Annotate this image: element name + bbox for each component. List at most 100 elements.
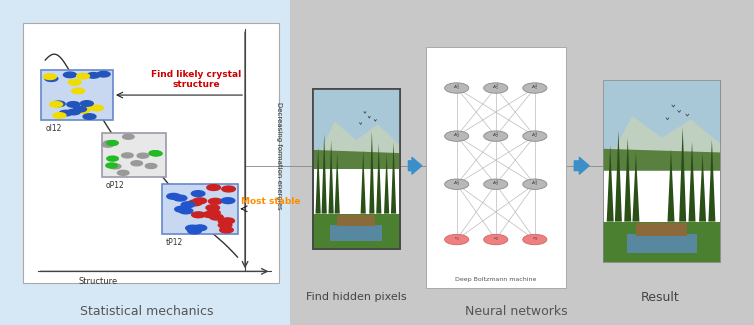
Circle shape (484, 179, 508, 189)
Circle shape (209, 198, 222, 204)
Circle shape (179, 208, 193, 214)
Text: $A_3^1$: $A_3^1$ (453, 179, 460, 189)
Circle shape (81, 101, 93, 106)
Circle shape (207, 210, 220, 215)
FancyBboxPatch shape (313, 89, 400, 249)
Circle shape (173, 195, 187, 201)
Text: $A_2^3$: $A_2^3$ (531, 131, 538, 141)
Polygon shape (313, 121, 400, 169)
Circle shape (523, 131, 547, 141)
Circle shape (188, 228, 201, 234)
Polygon shape (633, 152, 639, 222)
Circle shape (203, 212, 216, 217)
Circle shape (221, 198, 234, 203)
Circle shape (445, 83, 469, 93)
Polygon shape (688, 141, 695, 222)
Circle shape (149, 151, 161, 156)
Polygon shape (315, 147, 320, 214)
Polygon shape (329, 140, 334, 214)
Polygon shape (360, 150, 366, 214)
Circle shape (523, 179, 547, 189)
Polygon shape (699, 152, 706, 222)
Polygon shape (607, 145, 614, 222)
Polygon shape (603, 149, 720, 171)
FancyBboxPatch shape (23, 23, 279, 283)
Circle shape (151, 151, 162, 156)
Text: Neural networks: Neural networks (465, 305, 568, 318)
Text: Decreasing formation energies: Decreasing formation energies (276, 102, 282, 210)
Text: $A_3^3$: $A_3^3$ (531, 179, 538, 189)
Polygon shape (603, 116, 720, 171)
Circle shape (523, 83, 547, 93)
Circle shape (181, 202, 195, 208)
Circle shape (67, 102, 80, 107)
Circle shape (123, 134, 134, 139)
Text: $v_2$: $v_2$ (492, 236, 499, 243)
Circle shape (206, 205, 219, 211)
Circle shape (97, 72, 110, 77)
Polygon shape (384, 153, 389, 214)
Circle shape (103, 141, 115, 146)
Text: Find likely crystal
structure: Find likely crystal structure (151, 70, 241, 89)
FancyBboxPatch shape (603, 80, 720, 262)
Circle shape (210, 214, 223, 220)
Circle shape (90, 105, 103, 111)
Circle shape (137, 153, 149, 158)
Text: oP12: oP12 (106, 181, 124, 190)
Circle shape (192, 191, 205, 197)
Circle shape (107, 140, 118, 146)
Text: $A_1^3$: $A_1^3$ (531, 83, 538, 93)
FancyBboxPatch shape (603, 222, 720, 262)
Text: $v_3$: $v_3$ (532, 236, 538, 243)
Circle shape (219, 222, 232, 228)
Circle shape (44, 74, 57, 80)
Circle shape (219, 219, 232, 225)
Circle shape (222, 186, 235, 192)
Circle shape (146, 163, 157, 168)
Circle shape (74, 106, 87, 112)
Circle shape (118, 170, 129, 175)
Circle shape (221, 218, 234, 224)
Text: Statistical mechanics: Statistical mechanics (80, 305, 214, 318)
Text: $A_1^1$: $A_1^1$ (453, 83, 460, 93)
Polygon shape (624, 138, 631, 222)
Circle shape (60, 110, 72, 116)
FancyBboxPatch shape (41, 70, 113, 120)
Text: ol12: ol12 (45, 124, 62, 133)
FancyBboxPatch shape (636, 223, 688, 236)
FancyBboxPatch shape (337, 215, 375, 226)
Circle shape (63, 72, 76, 78)
Circle shape (131, 161, 143, 166)
Polygon shape (667, 149, 675, 222)
Circle shape (107, 156, 118, 161)
Circle shape (523, 234, 547, 245)
FancyBboxPatch shape (313, 89, 400, 169)
Circle shape (445, 131, 469, 141)
Polygon shape (679, 127, 686, 222)
Circle shape (219, 227, 233, 233)
Polygon shape (709, 140, 716, 222)
Circle shape (484, 234, 508, 245)
FancyBboxPatch shape (330, 225, 382, 240)
Circle shape (69, 80, 81, 85)
Circle shape (50, 102, 63, 107)
FancyBboxPatch shape (102, 133, 166, 177)
Circle shape (445, 234, 469, 245)
FancyBboxPatch shape (290, 0, 754, 325)
Circle shape (87, 72, 100, 78)
Polygon shape (615, 131, 622, 222)
Circle shape (484, 83, 508, 93)
FancyArrowPatch shape (409, 157, 421, 174)
FancyBboxPatch shape (627, 234, 697, 253)
Polygon shape (391, 142, 396, 214)
FancyBboxPatch shape (426, 47, 566, 288)
Polygon shape (369, 131, 375, 214)
Text: $A_2^1$: $A_2^1$ (453, 131, 460, 141)
Circle shape (106, 163, 118, 168)
Circle shape (193, 198, 207, 204)
Circle shape (484, 131, 508, 141)
Circle shape (53, 113, 66, 118)
Text: Most stable: Most stable (241, 197, 301, 206)
Text: $A_2^2$: $A_2^2$ (492, 131, 499, 141)
Circle shape (77, 108, 90, 113)
